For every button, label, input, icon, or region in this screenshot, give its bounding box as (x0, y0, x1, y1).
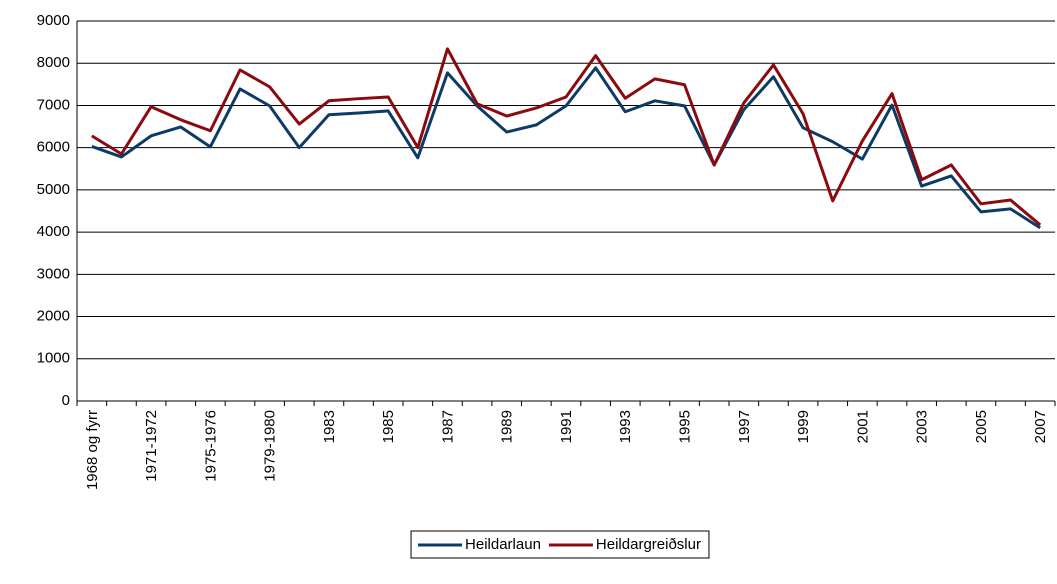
y-tick-label: 9000 (37, 12, 70, 29)
x-tick-label: 1987 (439, 410, 456, 443)
y-tick-label: 1000 (37, 350, 70, 367)
x-tick-label: 2001 (854, 410, 871, 443)
line-series (91, 66, 1041, 230)
y-tick-label: 0 (62, 392, 70, 409)
x-tick-label: 1995 (677, 410, 694, 443)
legend: Heildarlaun Heildargreiðslur (410, 530, 710, 559)
x-tick-label: 1989 (499, 410, 516, 443)
x-tick-label: 1999 (795, 410, 812, 443)
x-tick-label: 1997 (736, 410, 753, 443)
x-tick-label: 1975-1976 (202, 410, 219, 482)
line-series (91, 47, 1042, 227)
x-tick-label: 1979-1980 (262, 410, 279, 482)
y-tick-label: 6000 (37, 139, 70, 156)
x-tick-label: 1971-1972 (143, 410, 160, 482)
legend-label: Heildarlaun (465, 536, 541, 553)
x-tick-label: 1993 (617, 410, 634, 443)
x-tick-label: 1968 og fyrr (84, 410, 101, 490)
y-tick-label: 3000 (37, 265, 70, 282)
y-tick-label: 7000 (37, 96, 70, 113)
x-tick-label: 1983 (321, 410, 338, 443)
y-tick-label: 8000 (37, 54, 70, 71)
y-tick-label: 4000 (37, 223, 70, 240)
x-tick-label: 1991 (558, 410, 575, 443)
y-tick-label: 5000 (37, 181, 70, 198)
legend-label: Heildargreiðslur (596, 536, 701, 553)
x-tick-label: 2005 (973, 410, 990, 443)
x-tick-label: 2003 (914, 410, 931, 443)
y-tick-label: 2000 (37, 308, 70, 325)
x-tick-label: 1985 (380, 410, 397, 443)
x-tick-label: 2007 (1032, 410, 1049, 443)
